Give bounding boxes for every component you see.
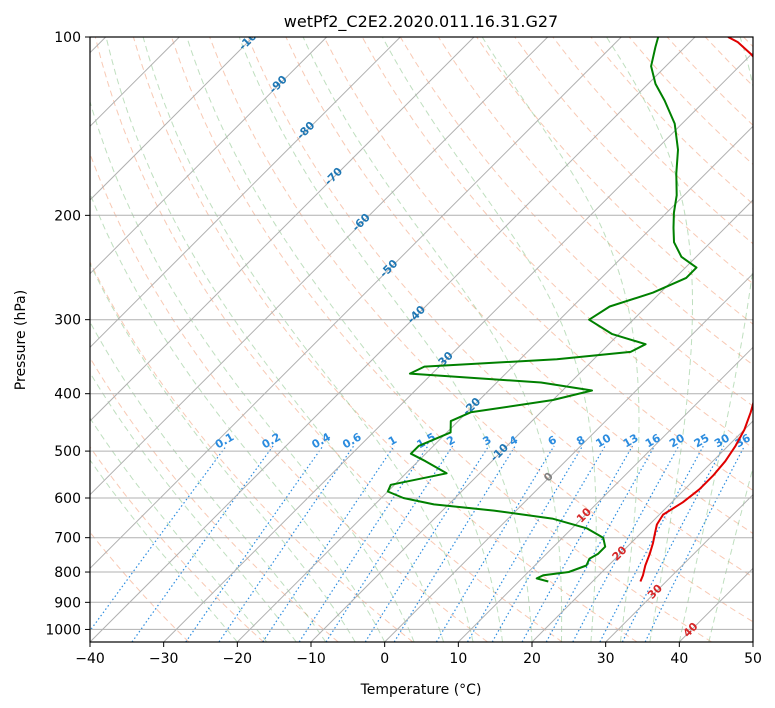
y-tick-label: 400 xyxy=(54,387,81,403)
moist-adiabat-line xyxy=(142,37,474,642)
dry-adiabat-line xyxy=(90,446,264,642)
mixing-ratio-line xyxy=(545,445,656,642)
isotherm-gridline xyxy=(457,346,753,642)
dry-adiabat-line xyxy=(247,37,753,578)
x-tick-label: 20 xyxy=(523,651,541,667)
moist-adiabat-line xyxy=(90,417,268,642)
plot-frame xyxy=(89,36,754,643)
x-tick-label: 40 xyxy=(670,651,688,667)
mixing-ratio-line xyxy=(621,445,725,642)
moist-adiabat-line xyxy=(481,37,640,642)
isotherm-gridline xyxy=(90,37,696,642)
isotherm-gridline xyxy=(163,51,753,642)
sounding-series xyxy=(386,37,753,583)
dry-adiabat-line xyxy=(476,37,753,325)
mixing-ratio-line xyxy=(466,445,584,642)
moist-adiabat-line xyxy=(302,37,563,642)
dry-adiabat-line xyxy=(285,37,753,535)
moist-adiabat-line xyxy=(678,37,753,642)
mixing-ratio-line xyxy=(298,445,429,642)
moist-adiabat-line xyxy=(381,37,597,642)
mixing-ratio-line xyxy=(364,445,490,642)
mixing-ratio-line xyxy=(435,445,555,642)
y-tick-label: 600 xyxy=(54,491,81,507)
mixing-ratio-lines xyxy=(90,445,746,642)
dewpoint-profile-line xyxy=(386,37,698,583)
moist-adiabat-line xyxy=(708,465,753,642)
dry-adiabat-line xyxy=(132,37,638,642)
x-tick-label: 0 xyxy=(380,651,389,667)
isotherm-gridline xyxy=(90,37,401,349)
x-tick-label: −30 xyxy=(149,651,179,667)
mixing-ratio-line xyxy=(325,445,454,642)
y-tick-label: 200 xyxy=(54,208,81,224)
isotherm-gridline xyxy=(310,199,753,642)
x-tick-label: 10 xyxy=(449,651,467,667)
y-tick-label: 900 xyxy=(54,595,81,611)
dry-adiabat-line xyxy=(209,37,753,623)
mixing-ratio-line xyxy=(218,445,355,642)
moist-adiabat-line xyxy=(606,37,693,642)
temperature-profile-line xyxy=(639,37,753,582)
dry-adiabat-line xyxy=(90,260,414,642)
isotherm-gridline xyxy=(531,420,753,642)
x-tick-label: −10 xyxy=(296,651,326,667)
dry-adiabat-line xyxy=(323,37,753,491)
mixing-ratio-line xyxy=(185,445,324,642)
dry-adiabat-line xyxy=(90,356,339,642)
x-tick-label: 30 xyxy=(597,651,615,667)
dry-adiabats xyxy=(90,37,753,642)
mixing-ratio-line xyxy=(644,445,746,642)
y-tick-label: 500 xyxy=(54,444,81,460)
moist-adiabat-line xyxy=(186,37,503,642)
moist-adiabat-line xyxy=(90,371,297,642)
isotherm-gridline xyxy=(90,37,549,496)
isotherm-gridline xyxy=(236,125,753,642)
y-tick-label: 800 xyxy=(54,565,81,581)
y-axis-label: Pressure (hPa) xyxy=(13,290,29,390)
isotherm-gridline xyxy=(90,37,475,422)
x-axis-label: Temperature (°C) xyxy=(360,682,482,698)
y-tick-label: 300 xyxy=(54,313,81,329)
moist-adiabat-line xyxy=(105,37,445,642)
chart-title: wetPf2_C2E2.2020.011.16.31.G27 xyxy=(284,12,558,32)
x-tick-label: 50 xyxy=(744,651,762,667)
isotherm-gridline xyxy=(90,37,254,201)
dry-adiabat-line xyxy=(94,37,563,642)
isobar-grid xyxy=(90,37,753,630)
moist-adiabat-line xyxy=(90,459,238,642)
moist-adiabat-line xyxy=(90,262,356,642)
mixing-ratio-line xyxy=(521,445,634,642)
y-axis: 100 200 300 400 500 600 700 800 900 1000 xyxy=(45,30,90,638)
y-tick-label: 100 xyxy=(54,30,81,46)
y-tick-label: 700 xyxy=(54,531,81,547)
isotherm-gridline xyxy=(384,272,753,642)
moist-adiabat-line xyxy=(90,192,386,642)
isotherm-gridline xyxy=(605,493,753,642)
mixing-ratio-line xyxy=(262,445,395,642)
y-tick-label: 1000 xyxy=(45,622,81,638)
moist-adiabat-line xyxy=(238,37,533,642)
dry-adiabat-line xyxy=(171,37,712,642)
dry-adiabat-line xyxy=(514,37,753,285)
x-tick-label: −20 xyxy=(223,651,253,667)
isotherm-gridline xyxy=(90,37,622,570)
mixing-ratio-line xyxy=(131,445,274,642)
moist-adiabat-line xyxy=(90,321,327,642)
x-axis: −40 −30 −20 −10 0 10 20 30 40 50 xyxy=(75,642,762,667)
x-tick-label: −40 xyxy=(75,651,105,667)
isotherm-gridline xyxy=(90,37,328,275)
isotherm-grid xyxy=(90,37,753,642)
